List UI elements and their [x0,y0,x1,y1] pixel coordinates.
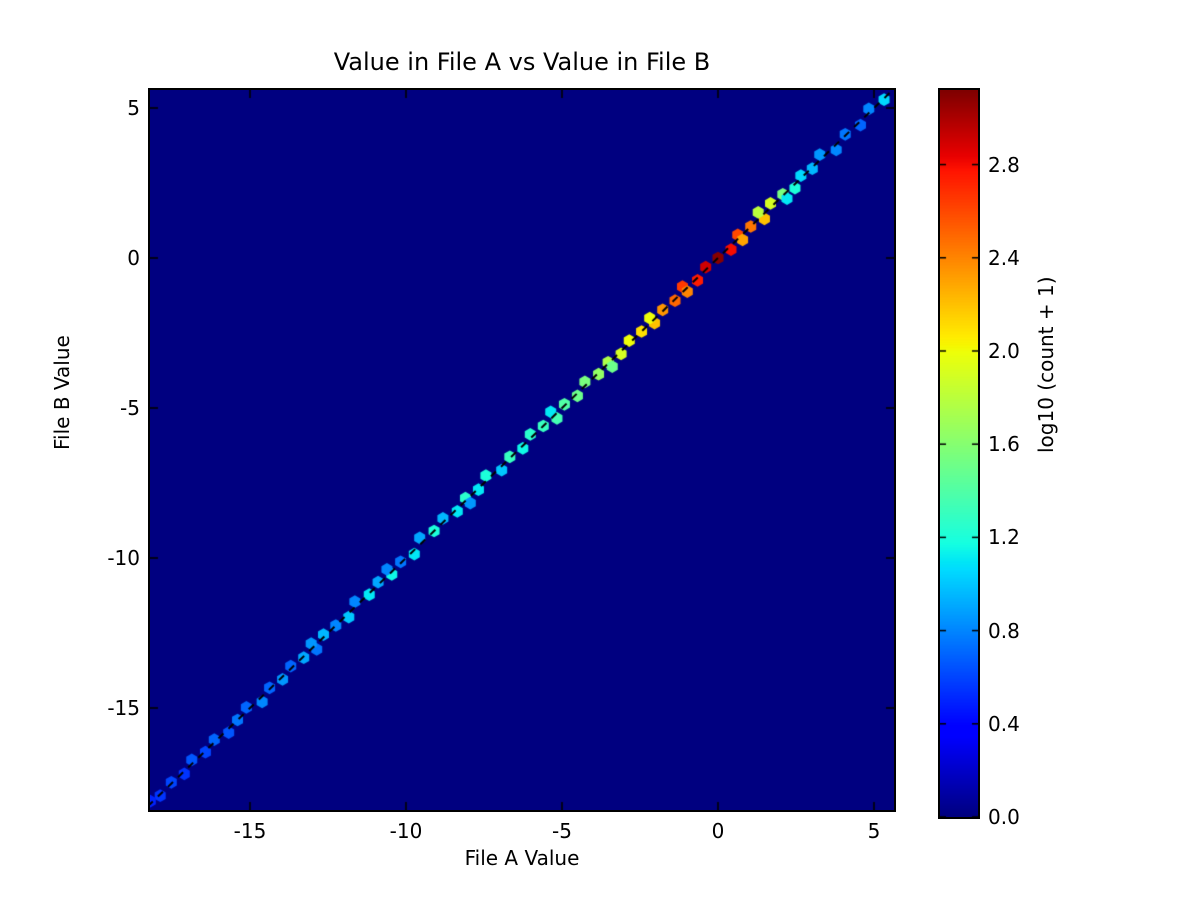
y-tick-label: -10 [107,546,140,570]
colorbar-tick-label: 0.4 [988,711,1020,736]
colorbar-tick-label: 1.6 [988,432,1020,457]
x-tick-label: -15 [233,819,267,843]
hexbin-plot-canvas [150,90,894,810]
x-axis-label: File A Value [464,846,580,870]
colorbar-tick-label: 2.8 [988,152,1020,177]
colorbar-tick-label: 2.0 [988,338,1020,363]
y-tick-label: -15 [107,696,140,720]
y-tick-label: 0 [127,246,140,270]
colorbar-tick-label: 0.8 [988,618,1020,643]
plot-area [148,88,896,812]
chart-title: Value in File A vs Value in File B [333,48,711,76]
colorbar-tick-label: 0.0 [988,805,1020,829]
colorbar [938,88,980,819]
x-tick-label: 5 [867,819,881,843]
x-tick-label: -5 [552,819,572,843]
colorbar-tick-label: 2.4 [988,245,1020,270]
y-tick-label: 5 [127,96,140,120]
x-tick-label: -10 [389,819,423,843]
x-tick-label: 0 [711,819,725,843]
colorbar-canvas [940,90,978,817]
colorbar-tick-label: 1.2 [988,525,1020,550]
y-tick-label: -5 [120,396,140,420]
